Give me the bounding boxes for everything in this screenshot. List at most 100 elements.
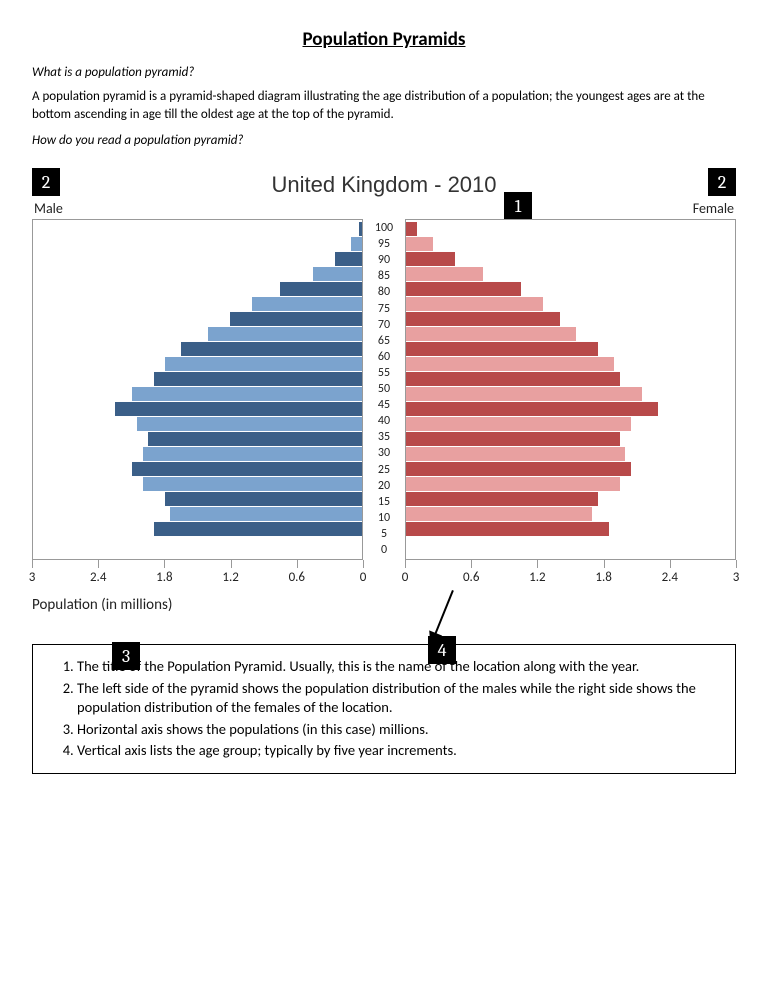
age-tick-label: 5 (381, 527, 387, 541)
page-title: Population Pyramids (32, 28, 736, 51)
x-tick-label: 1.8 (156, 570, 172, 585)
age-tick-label: 75 (378, 302, 390, 316)
age-tick-label: 0 (381, 543, 387, 557)
male-bar (154, 522, 362, 536)
male-bar (208, 327, 362, 341)
male-bar (143, 447, 362, 461)
x-tick-label: 0 (360, 570, 367, 585)
age-tick-label: 35 (378, 430, 390, 444)
female-bar (406, 462, 631, 476)
female-bar (406, 432, 620, 446)
age-tick-label: 15 (378, 495, 390, 509)
x-tick-label: 0.6 (289, 570, 305, 585)
male-bar (280, 282, 362, 296)
female-bar (406, 222, 417, 236)
age-tick-label: 90 (378, 253, 390, 267)
chart-title: United Kingdom - 2010 (32, 172, 736, 198)
male-bar (132, 387, 362, 401)
x-tick-label: 1.8 (595, 570, 611, 585)
legend-item-2: The left side of the pyramid shows the p… (77, 679, 721, 718)
age-tick-label: 20 (378, 479, 390, 493)
female-bar (406, 312, 560, 326)
x-tick-label: 2.4 (662, 570, 678, 585)
legend-item-4: Vertical axis lists the age group; typic… (77, 741, 721, 761)
x-tick-label: 3 (29, 570, 36, 585)
female-bar (406, 522, 609, 536)
male-bar (252, 297, 362, 311)
male-bar (154, 372, 362, 386)
age-tick-label: 55 (378, 366, 390, 380)
male-label: Male (34, 200, 63, 217)
male-half (32, 219, 363, 559)
female-bar (406, 477, 620, 491)
question-2: How do you read a population pyramid? (32, 133, 736, 148)
question-1: What is a population pyramid? (32, 65, 736, 80)
age-tick-label: 45 (378, 398, 390, 412)
female-bar (406, 342, 598, 356)
male-bar (132, 462, 362, 476)
callout-1: 1 (504, 192, 532, 220)
x-axis-left: 32.41.81.20.60 (32, 559, 363, 588)
legend-item-3: Horizontal axis shows the populations (i… (77, 720, 721, 740)
callout-3: 3 (112, 642, 140, 670)
age-tick-label: 30 (378, 446, 390, 460)
male-bar (230, 312, 362, 326)
legend-item-1: The title of the Population Pyramid. Usu… (77, 657, 721, 677)
female-bar (406, 282, 521, 296)
female-bar (406, 402, 658, 416)
female-bar (406, 297, 543, 311)
age-tick-label: 25 (378, 463, 390, 477)
male-bar (115, 402, 362, 416)
female-bar (406, 372, 620, 386)
female-bar (406, 357, 614, 371)
female-bar (406, 267, 483, 281)
male-bar (137, 417, 362, 431)
x-tick-label: 0 (402, 570, 409, 585)
male-bar (170, 507, 362, 521)
x-tick-label: 0.6 (463, 570, 479, 585)
female-half (405, 219, 736, 559)
age-tick-label: 65 (378, 334, 390, 348)
female-bar (406, 447, 625, 461)
age-tick-label: 40 (378, 414, 390, 428)
x-axis-right: 00.61.21.82.43 (405, 559, 736, 588)
age-tick-label: 60 (378, 350, 390, 364)
female-bar (406, 252, 455, 266)
male-bar (335, 252, 362, 266)
population-pyramid-chart: 2 2 United Kingdom - 2010 1 Male Female … (32, 172, 736, 614)
male-bar (313, 267, 362, 281)
male-bar (181, 342, 362, 356)
x-tick-label: 3 (733, 570, 740, 585)
female-bar (406, 237, 433, 251)
pyramid-body: 1009590858075706560555045403530252015105… (32, 219, 736, 559)
age-tick-label: 70 (378, 318, 390, 332)
male-bar (351, 237, 362, 251)
female-bar (406, 507, 592, 521)
callout-4: 4 (428, 636, 456, 664)
male-bar (165, 357, 362, 371)
female-bar (406, 387, 642, 401)
female-bar (406, 327, 576, 341)
age-tick-label: 10 (378, 511, 390, 525)
female-bar (406, 417, 631, 431)
female-label: Female (693, 200, 734, 217)
x-tick-label: 1.2 (222, 570, 238, 585)
male-bar (359, 222, 362, 236)
callout-2-left: 2 (32, 168, 60, 196)
age-tick-label: 80 (378, 285, 390, 299)
male-bar (143, 477, 362, 491)
x-axis-label: Population (in millions) (32, 596, 736, 614)
answer-1: A population pyramid is a pyramid-shaped… (32, 88, 736, 123)
male-bar (165, 492, 362, 506)
age-axis: 1009590858075706560555045403530252015105… (363, 219, 405, 559)
age-tick-label: 100 (375, 221, 393, 235)
x-tick-label: 2.4 (90, 570, 106, 585)
age-tick-label: 50 (378, 382, 390, 396)
callout-2-right: 2 (708, 168, 736, 196)
age-tick-label: 95 (378, 237, 390, 251)
x-tick-label: 1.2 (529, 570, 545, 585)
female-bar (406, 492, 598, 506)
male-bar (148, 432, 362, 446)
age-tick-label: 85 (378, 269, 390, 283)
x-axis: 32.41.81.20.60 00.61.21.82.43 (32, 559, 736, 588)
